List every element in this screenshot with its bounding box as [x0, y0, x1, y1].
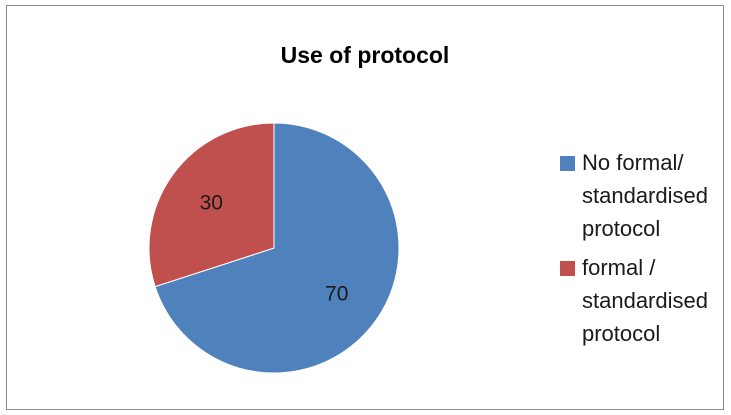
legend-label-no-formal: No formal/ standardised protocol: [582, 150, 708, 241]
slice-no-formal: [154, 122, 400, 374]
slice-label-formal: 30: [200, 191, 223, 214]
chart-frame: Use of protocol 70 30 No formal/ standard…: [6, 5, 724, 410]
legend-label-formal: formal / standardised protocol: [582, 255, 708, 346]
slice-label-no-formal: 70: [325, 283, 348, 306]
slice-formal: [148, 122, 275, 288]
legend-item-no-formal: No formal/ standardised protocol: [560, 146, 730, 245]
legend-swatch-formal: [560, 261, 575, 276]
legend-swatch-no-formal: [560, 156, 575, 171]
legend: No formal/ standardised protocol formal …: [560, 146, 730, 356]
chart-title: Use of protocol: [280, 42, 450, 68]
legend-item-formal: formal / standardised protocol: [560, 251, 730, 350]
pie-chart: 70 30: [148, 122, 400, 374]
